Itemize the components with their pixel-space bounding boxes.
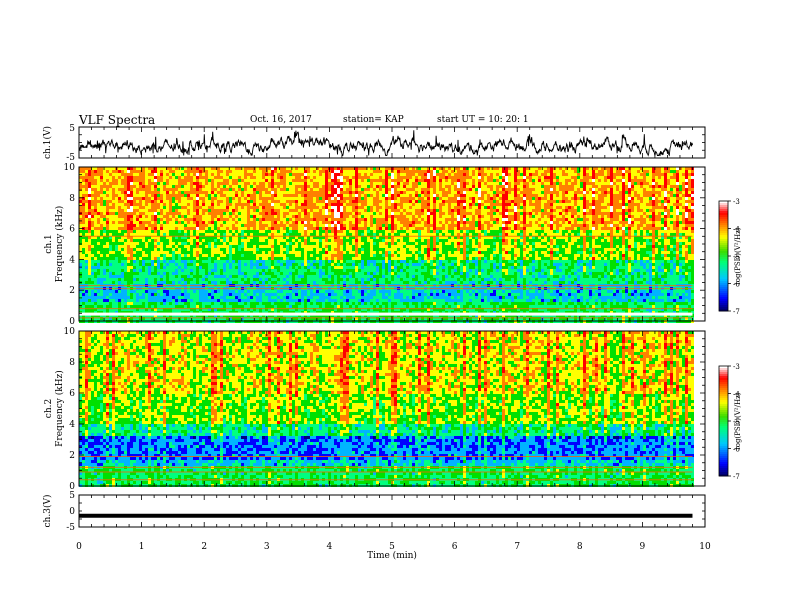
cbtick-s2-2: -5 xyxy=(733,418,740,426)
xtick-6: 6 xyxy=(452,542,458,552)
ylabel2-s2: Frequency (kHz) xyxy=(54,370,65,447)
xtick-2: 2 xyxy=(201,542,207,552)
xtick-10: 10 xyxy=(699,542,711,552)
x-axis-label: Time (min) xyxy=(367,550,417,561)
ytick-s1-10: 10 xyxy=(64,163,76,173)
ytick-s2-0: 0 xyxy=(69,482,75,492)
ytick-s1-8: 8 xyxy=(69,194,75,204)
station-label: station= KAP xyxy=(343,115,404,125)
cbtick-s2-0: -3 xyxy=(733,363,740,371)
cblabel-s1: log(PSD)(V²/Hz) xyxy=(734,227,742,284)
ylabel-w1: ch.1(V) xyxy=(42,126,53,159)
ytick-s1-4: 4 xyxy=(69,255,75,265)
cbtick-s2-4: -7 xyxy=(733,473,740,481)
xtick-4: 4 xyxy=(327,542,333,552)
ytick-w3-1: 0 xyxy=(69,507,75,517)
ylabel-w3: ch.3(V) xyxy=(42,495,53,528)
xtick-7: 7 xyxy=(514,542,520,552)
ylabel1-s1: ch.1 xyxy=(44,234,54,253)
cbtick-s2-1: -4 xyxy=(733,391,740,399)
ytick-s2-8: 8 xyxy=(69,358,75,368)
ytick-w3-0: 5 xyxy=(69,491,75,501)
ytick-s2-4: 4 xyxy=(69,420,75,430)
xtick-8: 8 xyxy=(577,542,583,552)
colorbar-s2 xyxy=(718,365,729,477)
ytick-s1-2: 2 xyxy=(69,286,75,296)
cbtick-s1-1: -4 xyxy=(733,226,740,234)
date-label: Oct. 16, 2017 xyxy=(250,115,312,125)
xtick-0: 0 xyxy=(76,542,82,552)
ytick-s1-0: 0 xyxy=(69,317,75,327)
ytick-s1-6: 6 xyxy=(69,225,75,235)
cbtick-s1-3: -6 xyxy=(733,281,740,289)
ylabel2-s1: Frequency (kHz) xyxy=(54,206,65,283)
xtick-3: 3 xyxy=(264,542,270,552)
spectrogram-cells-ch1 xyxy=(79,167,694,323)
colorbar-s1 xyxy=(718,200,729,312)
cblabel-s2: log(PSD)(V²/Hz) xyxy=(734,392,742,449)
spectrogram-cells-ch2 xyxy=(79,331,694,487)
ytick-w1-bot: -5 xyxy=(66,153,75,163)
xtick-5: 5 xyxy=(389,542,395,552)
cbtick-s1-4: -7 xyxy=(733,308,740,316)
xtick-9: 9 xyxy=(640,542,646,552)
plot-title: VLF Spectra xyxy=(79,113,155,127)
cbtick-s1-2: -5 xyxy=(733,253,740,261)
ytick-s2-10: 10 xyxy=(64,327,76,337)
cbtick-s1-0: -3 xyxy=(733,198,740,206)
xtick-1: 1 xyxy=(139,542,145,552)
ytick-s2-6: 6 xyxy=(69,389,75,399)
ytick-w3-2: -5 xyxy=(66,523,75,533)
ytick-s2-2: 2 xyxy=(69,451,75,461)
start-ut-label: start UT = 10: 20: 1 xyxy=(437,115,529,125)
cbtick-s2-3: -6 xyxy=(733,446,740,454)
ch1-waveform-line xyxy=(78,130,693,157)
ytick-w1-top: 5 xyxy=(69,124,75,134)
ylabel1-s2: ch.2 xyxy=(44,399,54,418)
